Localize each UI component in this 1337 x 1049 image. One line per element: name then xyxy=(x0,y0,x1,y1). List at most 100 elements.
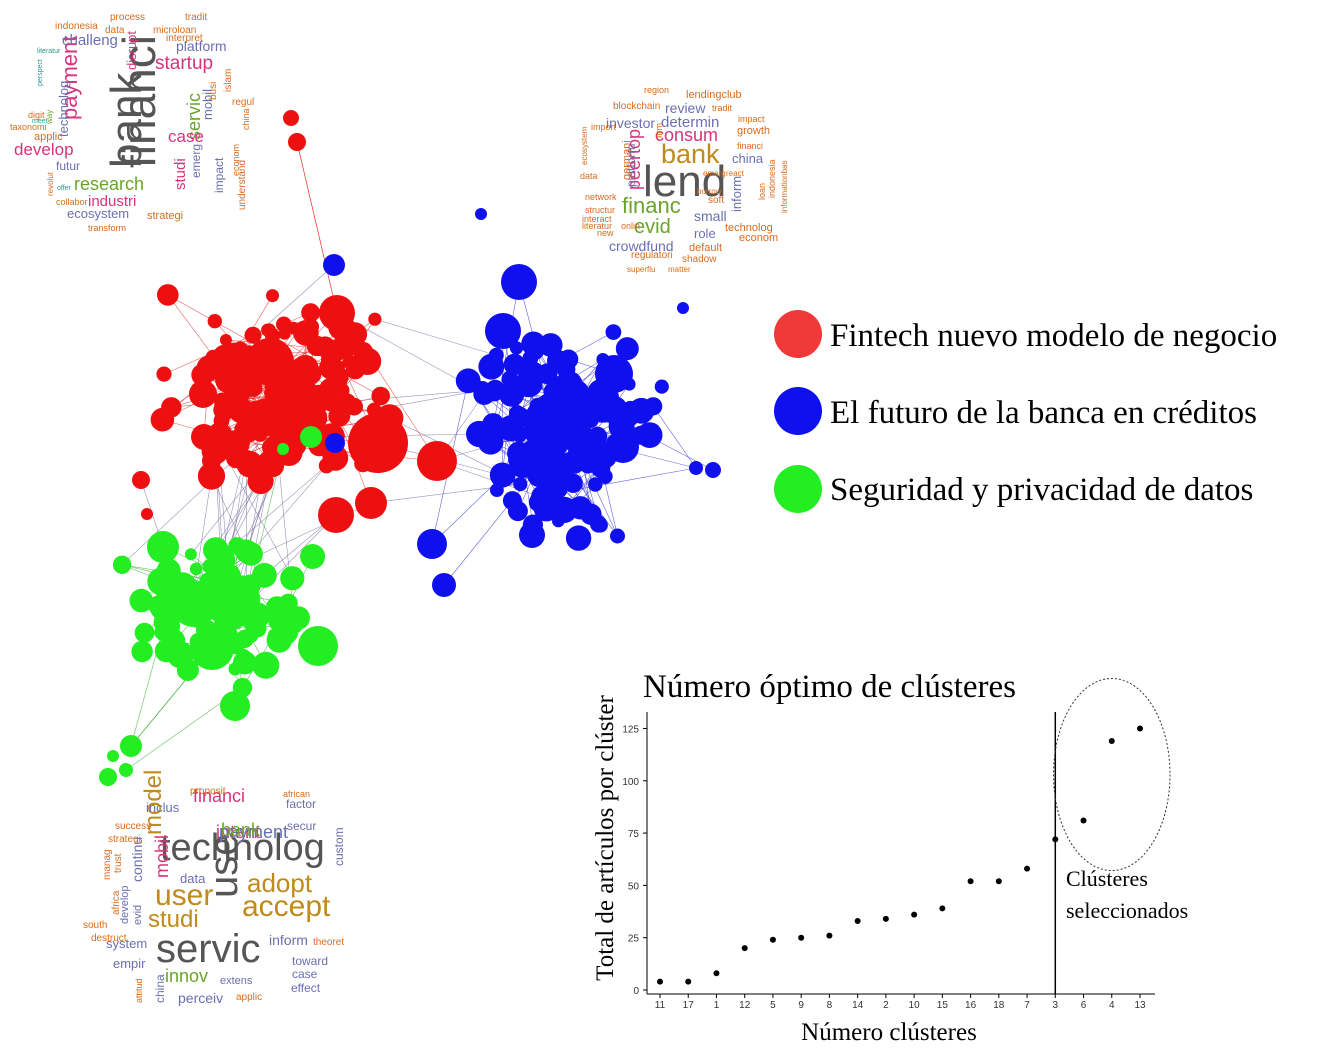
cloud-word: studi xyxy=(172,158,189,190)
cloud-word: financi xyxy=(193,786,245,806)
network-node-red xyxy=(331,335,357,360)
cloud-word: econom xyxy=(231,144,241,176)
cloud-word: bank xyxy=(221,820,261,840)
network-node-blue xyxy=(654,379,669,394)
cloud-word: bank xyxy=(102,72,151,168)
network-node-red xyxy=(247,468,274,495)
network-node-blue xyxy=(689,461,703,475)
cloud-word: collabor xyxy=(56,197,88,207)
cloud-word: platform xyxy=(624,144,638,187)
network-node-red xyxy=(368,312,382,326)
network-node-red xyxy=(283,110,299,126)
network-node-blue xyxy=(569,440,585,456)
cloud-word: consum xyxy=(655,125,718,145)
x-tick-label: 17 xyxy=(683,1000,695,1011)
cloud-word: africa xyxy=(111,890,122,915)
cloud-word: data xyxy=(580,171,598,181)
cloud-word: strategi xyxy=(108,834,141,845)
network-node-blue xyxy=(631,425,651,445)
cloud-word: blockchain xyxy=(613,101,660,112)
cloud-word: data xyxy=(105,25,125,36)
network-node-blue xyxy=(542,420,563,441)
legend-swatch-green xyxy=(774,465,822,513)
network-node-blue xyxy=(455,368,481,394)
network-node-blue xyxy=(596,353,610,366)
cloud-word: way xyxy=(45,110,54,125)
network-node-red xyxy=(353,341,374,362)
network-node-green xyxy=(286,606,310,630)
legend-label: Seguridad y privacidad de datos xyxy=(830,472,1253,508)
cloud-word: default xyxy=(689,242,722,254)
network-node-red xyxy=(293,320,319,346)
network-node-blue xyxy=(615,337,639,361)
cloud-word: inclus xyxy=(146,800,180,815)
cloud-word: ecosystem xyxy=(67,206,129,221)
network-node-red xyxy=(318,497,354,533)
network-node-blue xyxy=(622,377,636,391)
cloud-word: transform xyxy=(88,223,126,233)
x-tick-label: 9 xyxy=(798,1000,804,1011)
cloud-word: manag xyxy=(102,849,113,880)
network-node-green xyxy=(107,750,119,762)
network-node-blue xyxy=(588,426,608,446)
cloud-word: proposit xyxy=(190,786,226,797)
network-node-blue xyxy=(527,463,551,488)
cloud-word: borrow xyxy=(697,187,722,196)
x-tick-label: 1 xyxy=(714,1000,720,1011)
x-tick-label: 13 xyxy=(1134,1000,1146,1011)
cloud-word: meet xyxy=(32,118,48,125)
network-node-red xyxy=(161,397,182,418)
network-edge xyxy=(337,389,483,417)
network-node-green xyxy=(232,677,253,698)
network-node-green xyxy=(228,662,242,676)
network-node-red xyxy=(228,348,244,364)
network-edge xyxy=(374,318,497,356)
network-node-blue xyxy=(628,397,655,424)
cloud-word: disrupt xyxy=(124,31,139,70)
cloud-word: strategi xyxy=(147,210,183,222)
cloud-word: studi xyxy=(148,906,199,933)
selection-ellipse xyxy=(1053,677,1171,872)
data-point xyxy=(1024,865,1031,872)
network-node-blue xyxy=(533,496,560,522)
network-node-red xyxy=(287,383,309,406)
cloud-word: adopt xyxy=(247,868,313,898)
x-ticks: 11 17 1 12 5 9 8 14 2 10 15 16 18 7 3 6 4 13 xyxy=(655,994,1146,1011)
network-node-blue xyxy=(482,413,505,436)
cloud-word: region xyxy=(644,85,669,95)
data-point xyxy=(911,911,918,918)
data-point xyxy=(995,878,1002,885)
network-node-green xyxy=(252,651,280,679)
network-node-green xyxy=(181,592,210,620)
x-tick-label: 2 xyxy=(883,1000,889,1011)
network-node-green xyxy=(167,641,194,669)
cloud-word: literatur xyxy=(37,48,61,55)
x-tick-label: 11 xyxy=(655,1000,666,1011)
network-node-green xyxy=(266,596,289,619)
data-point xyxy=(1080,817,1087,824)
data-point xyxy=(713,970,720,977)
network-node-green xyxy=(220,691,250,721)
network-node-blue xyxy=(677,302,689,314)
network-node-green xyxy=(298,626,338,666)
data-point xyxy=(1137,725,1143,732)
network-node-red xyxy=(156,366,172,382)
cloud-word: accept xyxy=(242,890,331,923)
cloud-word: user xyxy=(155,879,213,912)
cloud-word: china xyxy=(732,151,764,166)
network-node-red xyxy=(327,308,340,321)
cloud-word: matter xyxy=(668,265,691,274)
cloud-word: technolog xyxy=(56,81,71,137)
network-node-blue xyxy=(605,324,622,340)
cloud-word: regul xyxy=(232,97,254,108)
cloud-word: taxonomi xyxy=(10,122,47,132)
cloud-word: tradit xyxy=(712,103,733,113)
cloud-word: informationbas xyxy=(780,161,789,213)
cloud-word: industri xyxy=(88,193,136,210)
network-node-green xyxy=(199,572,216,590)
data-point xyxy=(939,905,946,912)
legend-item-banca: El futuro de la banca en créditos xyxy=(774,387,1257,435)
cloud-word: extens xyxy=(220,975,253,987)
x-tick-label: 16 xyxy=(965,1000,977,1011)
